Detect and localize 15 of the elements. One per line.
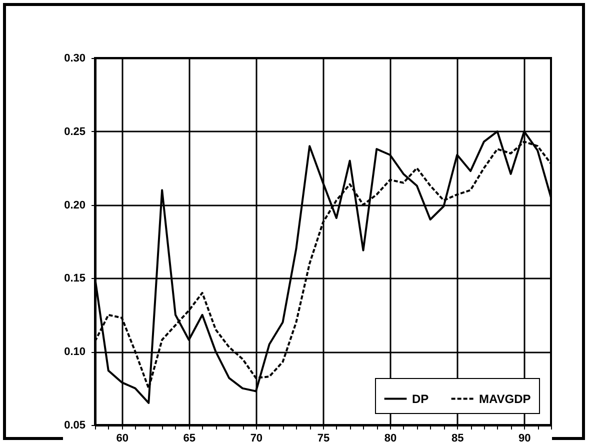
y-tick-label: 0.15: [64, 272, 86, 285]
x-tick-label: 80: [384, 432, 397, 444]
legend-label: MAVGDP: [479, 392, 531, 406]
x-tick-label: 75: [317, 432, 330, 444]
legend-label: DP: [412, 392, 429, 406]
y-tick-label: 0.30: [64, 52, 86, 64]
x-tick-label: 70: [250, 432, 263, 444]
y-tick-label: 0.20: [64, 199, 86, 212]
x-tick-label: 90: [518, 432, 531, 444]
x-tick-label: 60: [116, 432, 128, 444]
x-tick-label: 65: [183, 432, 196, 444]
y-tick-label: 0.10: [64, 346, 86, 358]
y-tick-label: 0.05: [64, 420, 86, 432]
x-tick-label: 85: [451, 432, 464, 444]
y-tick-label: 0.25: [64, 126, 86, 138]
